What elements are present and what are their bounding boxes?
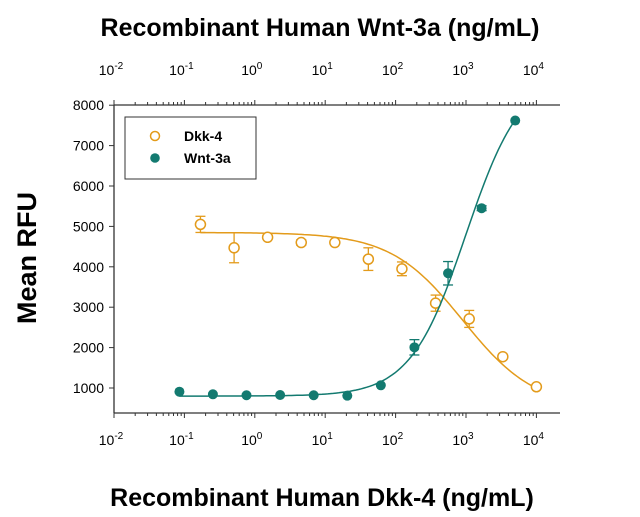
data-point-wnt-3a	[174, 386, 185, 397]
y-axis-title: Mean RFU	[12, 192, 42, 324]
data-point-dkk-4	[463, 313, 475, 325]
data-point-dkk-4	[295, 236, 308, 249]
data-point-wnt-3a	[476, 203, 487, 214]
y-tick-label: 8000	[73, 97, 104, 113]
legend-marker-wnt3a	[150, 153, 160, 163]
top-x-tick-label: 100	[241, 61, 263, 78]
bottom-x-tick-label: 10-2	[99, 431, 124, 448]
top-x-tick-label: 10-2	[99, 61, 124, 78]
legend-label-wnt3a: Wnt-3a	[184, 150, 231, 166]
bottom-x-tick-label: 103	[452, 431, 474, 448]
y-tick-label: 2000	[73, 340, 104, 356]
data-point-wnt-3a	[510, 115, 521, 126]
data-point-wnt-3a	[275, 389, 286, 400]
y-tick-label: 7000	[73, 138, 104, 154]
data-point-wnt-3a	[308, 390, 319, 401]
y-tick-label: 4000	[73, 259, 104, 275]
bottom-x-tick-label: 10-1	[169, 431, 194, 448]
top-x-tick-label: 103	[452, 61, 474, 78]
data-point-dkk-4	[362, 253, 375, 265]
bottom-axis-title: Recombinant Human Dkk-4 (ng/mL)	[110, 484, 534, 512]
data-point-wnt-3a	[443, 268, 454, 279]
bottom-x-tick-label: 100	[241, 431, 263, 448]
y-tick-label: 6000	[73, 178, 104, 194]
data-point-dkk-4	[497, 350, 509, 363]
bottom-x-tick-label: 102	[382, 431, 404, 448]
data-point-wnt-3a	[375, 380, 386, 391]
data-point-wnt-3a	[241, 390, 252, 401]
legend-marker-dkk4	[149, 130, 161, 142]
y-tick-label: 1000	[73, 380, 104, 396]
top-x-tick-label: 104	[523, 61, 545, 78]
data-point-wnt-3a	[207, 389, 218, 400]
top-x-tick-label: 101	[312, 61, 334, 78]
y-tick-label: 3000	[73, 299, 104, 315]
legend: Dkk-4 Wnt-3a	[124, 116, 257, 180]
y-tick-label: 5000	[73, 218, 104, 234]
data-point-dkk-4	[396, 263, 408, 275]
data-point-wnt-3a	[342, 390, 353, 401]
bottom-x-tick-label: 101	[312, 431, 334, 448]
data-point-dkk-4	[261, 231, 274, 244]
fit-curve-dkk-4	[200, 231, 537, 389]
top-axis-title: Recombinant Human Wnt-3a (ng/mL)	[101, 14, 540, 42]
top-x-tick-label: 10-1	[169, 61, 194, 78]
legend-label-dkk4: Dkk-4	[184, 128, 222, 144]
data-point-dkk-4	[194, 218, 207, 231]
data-point-dkk-4	[329, 236, 341, 249]
data-point-wnt-3a	[409, 342, 420, 353]
data-point-dkk-4	[530, 381, 543, 393]
data-point-dkk-4	[228, 242, 240, 254]
bottom-x-tick-label: 104	[523, 431, 545, 448]
top-x-tick-label: 102	[382, 61, 404, 78]
